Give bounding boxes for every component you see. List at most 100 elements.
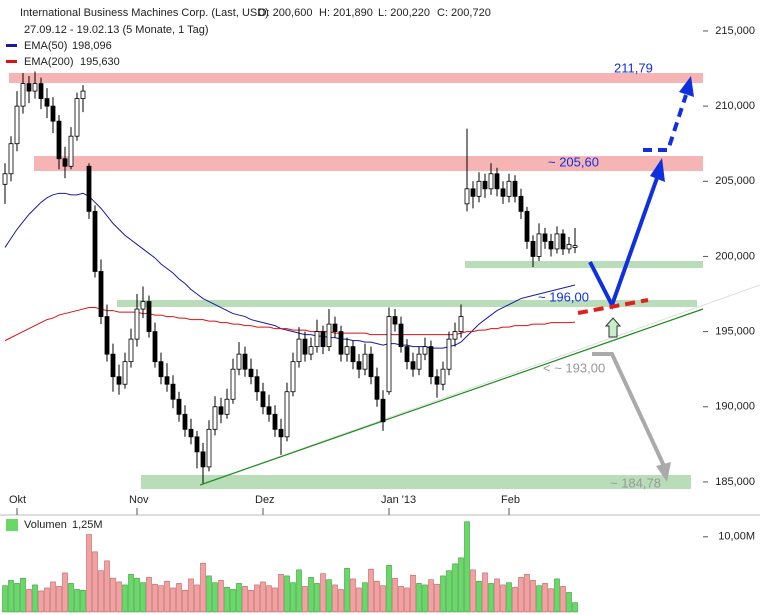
trend-extension bbox=[199, 284, 760, 486]
volume-bar bbox=[326, 579, 332, 613]
candle-body bbox=[242, 353, 248, 370]
volume-bar bbox=[404, 587, 410, 613]
candle-body bbox=[134, 308, 140, 340]
volume-bar bbox=[200, 562, 206, 613]
support-zone bbox=[141, 475, 691, 489]
candle-body bbox=[266, 406, 272, 415]
candle-body bbox=[518, 195, 524, 212]
candle-body bbox=[500, 188, 506, 197]
candle-body bbox=[200, 451, 206, 468]
candle-body bbox=[506, 180, 512, 197]
candle-body bbox=[428, 346, 434, 378]
candle-body bbox=[236, 353, 242, 370]
candle-body bbox=[548, 241, 554, 250]
candle-body bbox=[386, 316, 392, 393]
candle-body bbox=[482, 180, 488, 190]
volume-bar bbox=[374, 580, 380, 613]
volume-bar bbox=[434, 583, 440, 613]
candle-body bbox=[164, 376, 170, 385]
volume-bar bbox=[266, 585, 272, 613]
candle-body bbox=[530, 241, 536, 257]
volume-bar bbox=[170, 587, 176, 613]
candle-body bbox=[524, 210, 530, 242]
volume-bar bbox=[536, 585, 542, 613]
volume-bar bbox=[134, 577, 140, 613]
volume-bar bbox=[506, 582, 512, 613]
volume-bar bbox=[548, 588, 554, 613]
volume-bar bbox=[248, 589, 254, 613]
arrow-head bbox=[679, 76, 694, 97]
candle-body bbox=[104, 316, 110, 355]
ema-line bbox=[4, 192, 576, 349]
candle-body bbox=[440, 368, 446, 385]
volume-bar bbox=[488, 583, 494, 613]
candle-body bbox=[344, 346, 350, 355]
volume-bar bbox=[176, 583, 182, 613]
volume-bar bbox=[14, 583, 20, 613]
candle-body bbox=[26, 83, 32, 92]
candle-body bbox=[416, 353, 422, 370]
volume-bar bbox=[104, 560, 110, 613]
candle-body bbox=[122, 361, 128, 385]
candle-body bbox=[32, 83, 38, 92]
legend-value: 198,096 bbox=[72, 40, 112, 52]
candle-body bbox=[74, 98, 80, 137]
volume-bar bbox=[398, 586, 404, 613]
candle-body bbox=[362, 353, 368, 370]
volume-bar bbox=[572, 602, 578, 613]
y-tick-label: 190,000 bbox=[715, 401, 755, 413]
volume-bar bbox=[110, 577, 116, 613]
candle-body bbox=[404, 346, 410, 363]
volume-bar bbox=[212, 582, 218, 613]
volume-bar bbox=[92, 551, 98, 613]
volume-bar bbox=[368, 568, 374, 613]
volume-bar bbox=[344, 568, 350, 613]
y-tick-label: 215,000 bbox=[715, 25, 755, 37]
candle-body bbox=[332, 323, 338, 333]
candle-body bbox=[146, 301, 152, 333]
volume-bar bbox=[278, 574, 284, 613]
candle-body bbox=[452, 331, 458, 340]
candle-body bbox=[206, 428, 212, 468]
volume-bar bbox=[80, 589, 86, 613]
volume-bar bbox=[98, 570, 104, 613]
legend-value: 195,630 bbox=[80, 56, 120, 68]
volume-bar bbox=[476, 580, 482, 613]
volume-bar bbox=[2, 585, 8, 613]
volume-bar bbox=[386, 565, 392, 613]
candle-body bbox=[536, 233, 542, 257]
candle-body bbox=[320, 331, 326, 348]
x-tick-label: Jan '13 bbox=[381, 494, 416, 506]
volume-bar bbox=[356, 587, 362, 613]
blue-dashed-arrow bbox=[643, 94, 688, 152]
candle-body bbox=[158, 361, 164, 378]
candle-body bbox=[116, 376, 122, 385]
volume-bar bbox=[542, 583, 548, 613]
y-tick-label: 205,000 bbox=[715, 175, 755, 187]
volume-bar bbox=[314, 583, 320, 613]
quote: L: 200,220 bbox=[378, 7, 430, 19]
volume-bar bbox=[26, 589, 32, 613]
volume-title: Volumen bbox=[24, 519, 67, 531]
candle-body bbox=[260, 391, 266, 408]
candle-body bbox=[434, 376, 440, 385]
x-tick-label: Feb bbox=[501, 494, 520, 506]
volume-bar bbox=[74, 589, 80, 613]
candle-body bbox=[38, 83, 44, 100]
volume-bar bbox=[524, 574, 530, 613]
candle-body bbox=[374, 376, 380, 400]
volume-bar bbox=[392, 577, 398, 613]
volume-bar bbox=[50, 581, 56, 613]
candle-body bbox=[368, 353, 374, 378]
arrows bbox=[577, 76, 694, 482]
resistance-zone bbox=[9, 73, 703, 83]
y-tick-label: 195,000 bbox=[715, 326, 755, 338]
candle-body bbox=[62, 158, 68, 167]
volume-bar bbox=[512, 586, 518, 613]
up-marker bbox=[604, 317, 622, 338]
red-dashed bbox=[577, 298, 649, 315]
candle-body bbox=[560, 233, 566, 250]
volume-bar bbox=[56, 586, 62, 613]
candle-body bbox=[284, 391, 290, 438]
volume-bar bbox=[218, 580, 224, 613]
